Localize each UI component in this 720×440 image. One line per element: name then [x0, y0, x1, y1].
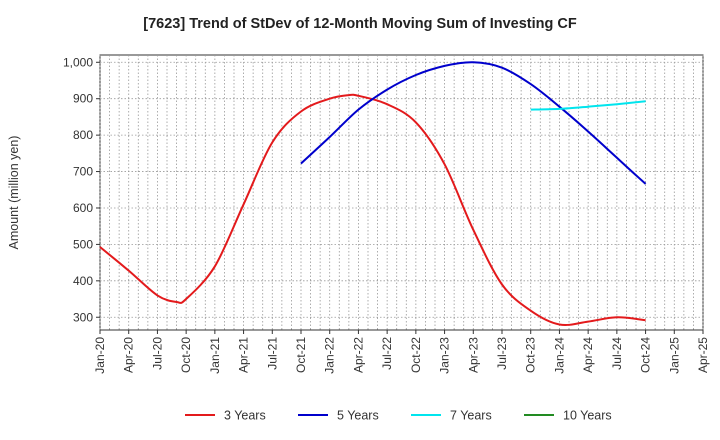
- y-axis-label: Amount (million yen): [7, 136, 21, 250]
- x-tick-label: Apr-21: [237, 337, 251, 373]
- y-tick-label: 300: [73, 310, 93, 324]
- legend-label-5-years: 5 Years: [337, 409, 379, 423]
- legend-label-3-years: 3 Years: [224, 409, 266, 423]
- y-tick-label: 1,000: [63, 55, 93, 69]
- x-tick-label: Apr-24: [581, 337, 595, 373]
- x-tick-label: Apr-22: [351, 337, 365, 373]
- x-tick-label: Jul-24: [610, 337, 624, 370]
- x-tick-label: Jan-20: [93, 337, 107, 374]
- x-tick-label: Jan-21: [208, 337, 222, 374]
- y-tick-label: 800: [73, 128, 93, 142]
- y-tick-label: 700: [73, 165, 93, 179]
- series-line-7-years: [530, 100, 646, 111]
- x-axis: Jan-20 Apr-20 Jul-20 Oct-20 Jan-21 Apr-21 Jul-…: [93, 330, 710, 374]
- x-tick-label: Jan-22: [323, 337, 337, 374]
- y-tick-label: 500: [73, 237, 93, 251]
- grid-lines: [99, 55, 704, 330]
- x-tick-label: Oct-20: [179, 337, 193, 373]
- series-lines: [99, 61, 647, 327]
- x-tick-label: Oct-22: [409, 337, 423, 373]
- x-tick-label: Jul-20: [150, 337, 164, 370]
- y-tick-label: 600: [73, 201, 93, 215]
- x-tick-label: Apr-25: [696, 337, 710, 373]
- x-tick-label: Jan-25: [667, 337, 681, 374]
- x-tick-label: Jul-22: [380, 337, 394, 370]
- x-tick-label: Oct-21: [294, 337, 308, 373]
- y-tick-label: 900: [73, 92, 93, 106]
- x-tick-label: Jul-21: [265, 337, 279, 370]
- legend: 3 Years 5 Years 7 Years 10 Years: [185, 409, 612, 423]
- x-tick-label: Jan-23: [438, 337, 452, 374]
- x-tick-label: Jan-24: [552, 337, 566, 374]
- series-line-3-years: [99, 93, 646, 327]
- legend-label-10-years: 10 Years: [563, 409, 612, 423]
- chart-title: [7623] Trend of StDev of 12-Month Moving…: [143, 16, 577, 32]
- x-tick-label: Oct-23: [524, 337, 538, 373]
- y-tick-label: 400: [73, 274, 93, 288]
- y-axis: 300 400 500 600 700 800 900 1,000: [63, 55, 100, 324]
- x-tick-label: Apr-23: [466, 337, 480, 373]
- legend-label-7-years: 7 Years: [450, 409, 492, 423]
- x-tick-label: Jul-23: [495, 337, 509, 370]
- x-tick-label: Apr-20: [122, 337, 136, 373]
- x-tick-label: Oct-24: [639, 337, 653, 373]
- series-line-5-years: [300, 61, 647, 185]
- plot-area: [99, 54, 704, 331]
